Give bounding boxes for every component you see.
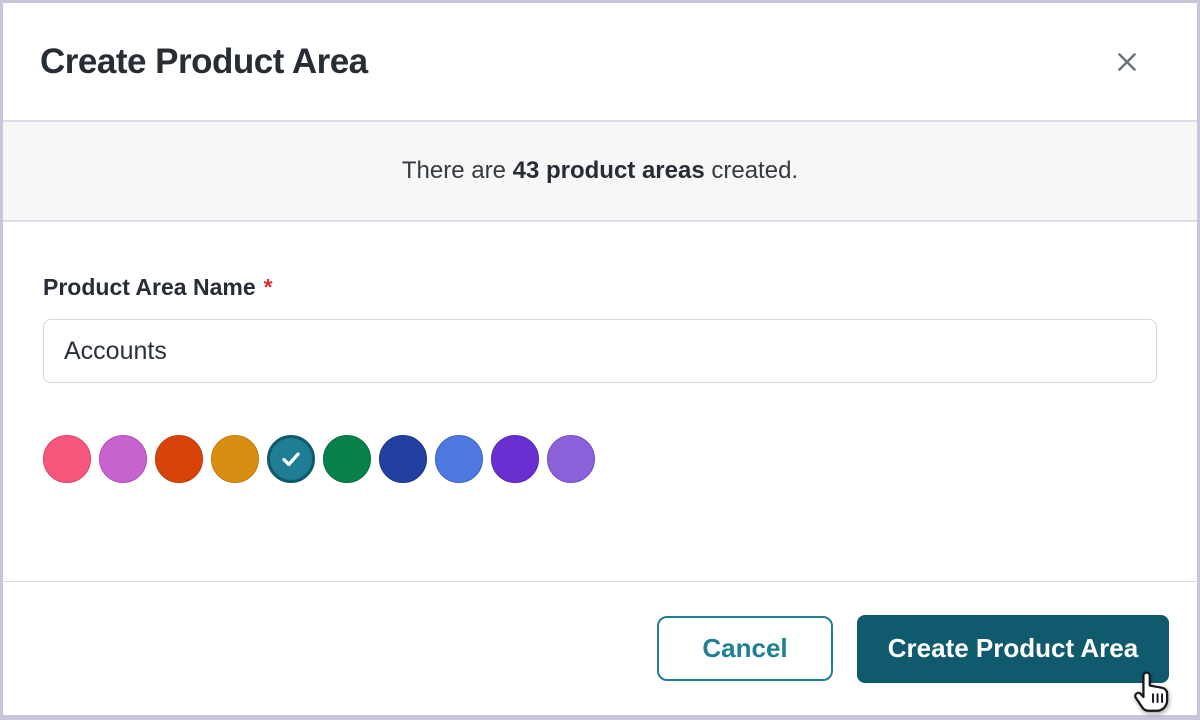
modal-header: Create Product Area bbox=[3, 3, 1197, 120]
color-swatch-violet[interactable] bbox=[491, 435, 539, 483]
name-field-label: Product Area Name bbox=[43, 274, 256, 300]
banner-text-suffix: created. bbox=[704, 157, 799, 184]
check-icon bbox=[282, 452, 300, 467]
info-banner: There are 43 product areas created. bbox=[3, 120, 1197, 222]
create-product-area-button[interactable]: Create Product Area bbox=[857, 614, 1169, 683]
color-swatch-lavender[interactable] bbox=[547, 435, 595, 483]
color-swatch-amber[interactable] bbox=[211, 435, 259, 483]
info-banner-text: There are 43 product areas created. bbox=[402, 157, 798, 185]
modal-body: Product Area Name * bbox=[3, 222, 1197, 581]
color-swatch-rose[interactable] bbox=[43, 435, 91, 483]
name-field-label-row: Product Area Name * bbox=[43, 274, 1157, 301]
close-button[interactable] bbox=[1109, 44, 1145, 80]
color-swatch-row bbox=[43, 435, 1157, 483]
color-swatch-orchid[interactable] bbox=[99, 435, 147, 483]
color-swatch-green[interactable] bbox=[323, 435, 371, 483]
banner-text-count: 43 product areas bbox=[512, 157, 705, 184]
color-swatch-vermilion[interactable] bbox=[155, 435, 203, 483]
product-area-name-input[interactable] bbox=[43, 319, 1157, 383]
color-swatch-blue[interactable] bbox=[435, 435, 483, 483]
cancel-button[interactable]: Cancel bbox=[657, 616, 833, 681]
close-icon bbox=[1118, 52, 1136, 71]
modal-title: Create Product Area bbox=[40, 41, 368, 81]
color-swatch-navy[interactable] bbox=[379, 435, 427, 483]
color-swatch-teal[interactable] bbox=[267, 435, 315, 483]
required-asterisk: * bbox=[263, 274, 273, 300]
modal-footer: Cancel Create Product Area bbox=[3, 581, 1197, 715]
banner-text-prefix: There are bbox=[401, 157, 513, 184]
